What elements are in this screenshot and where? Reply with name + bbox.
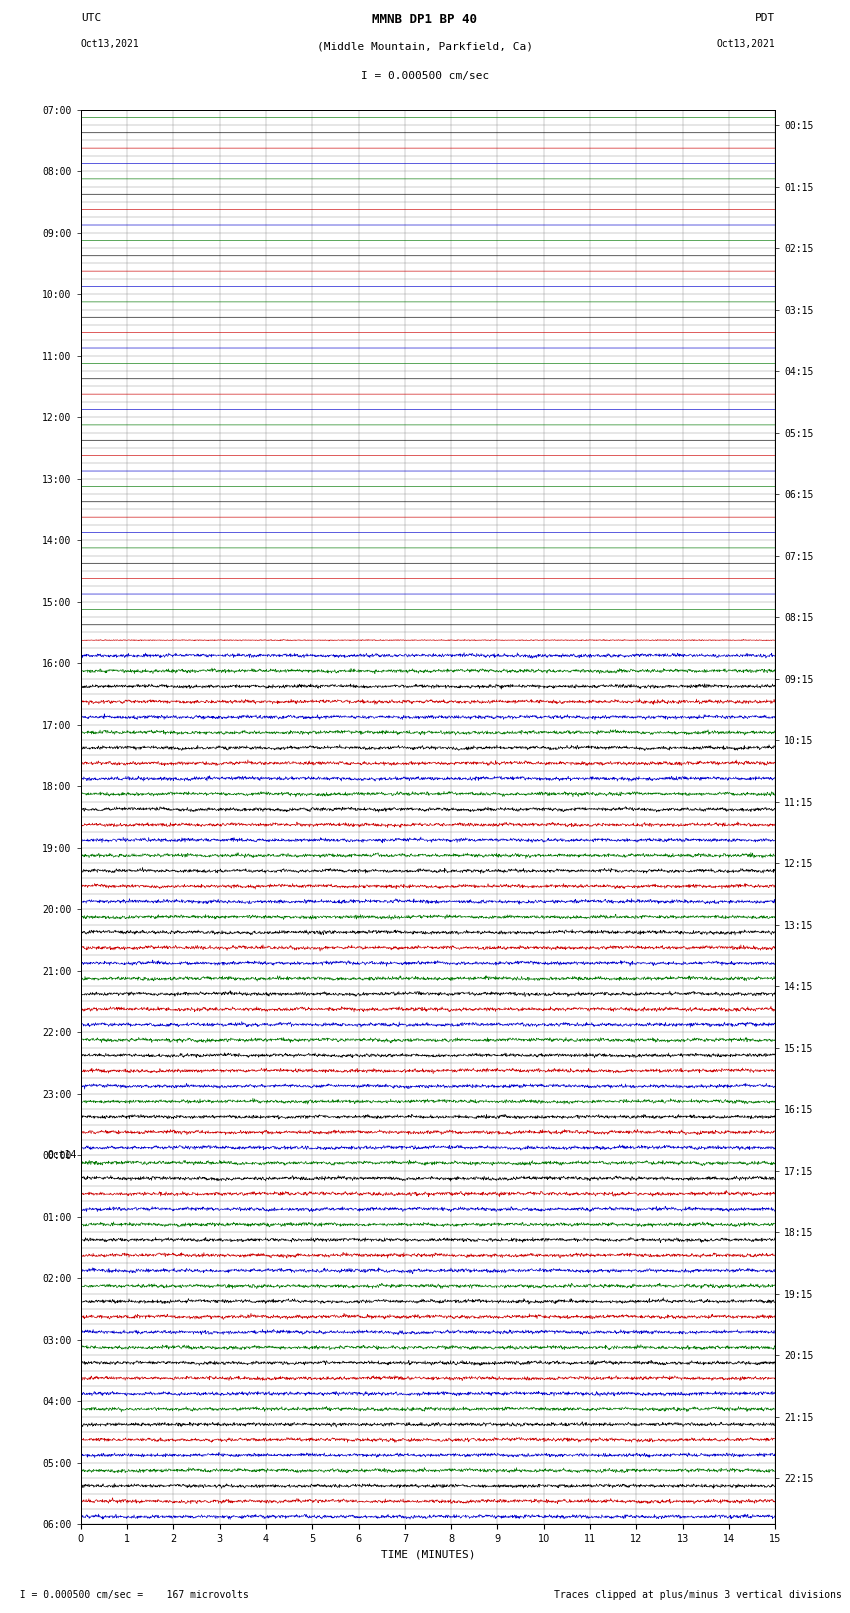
Text: MMNB DP1 BP 40: MMNB DP1 BP 40	[372, 13, 478, 26]
Text: I = 0.000500 cm/sec: I = 0.000500 cm/sec	[361, 71, 489, 81]
Text: Oct14: Oct14	[47, 1150, 76, 1160]
Text: Oct13,2021: Oct13,2021	[81, 39, 139, 48]
Text: Traces clipped at plus/minus 3 vertical divisions: Traces clipped at plus/minus 3 vertical …	[553, 1590, 842, 1600]
Text: I = 0.000500 cm/sec =    167 microvolts: I = 0.000500 cm/sec = 167 microvolts	[8, 1590, 249, 1600]
Text: UTC: UTC	[81, 13, 101, 23]
Text: Oct13,2021: Oct13,2021	[717, 39, 775, 48]
Text: PDT: PDT	[755, 13, 775, 23]
X-axis label: TIME (MINUTES): TIME (MINUTES)	[381, 1550, 475, 1560]
Text: (Middle Mountain, Parkfield, Ca): (Middle Mountain, Parkfield, Ca)	[317, 42, 533, 52]
